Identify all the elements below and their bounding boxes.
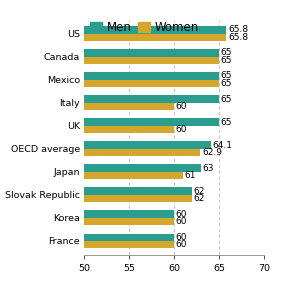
Text: 65: 65 xyxy=(221,72,232,80)
Bar xyxy=(84,26,226,34)
Bar xyxy=(84,241,174,248)
Bar xyxy=(84,49,219,57)
Text: 65: 65 xyxy=(221,56,232,65)
Bar xyxy=(84,57,219,64)
Text: 64.1: 64.1 xyxy=(213,141,233,150)
Legend: Men, Women: Men, Women xyxy=(90,21,199,34)
Bar xyxy=(84,142,211,149)
Bar xyxy=(84,118,219,126)
Text: 62: 62 xyxy=(194,194,205,203)
Bar xyxy=(84,211,174,218)
Bar xyxy=(84,172,183,179)
Bar xyxy=(84,233,174,241)
Bar xyxy=(84,34,226,41)
Bar xyxy=(84,187,192,195)
Bar xyxy=(84,164,201,172)
Bar xyxy=(84,149,200,156)
Bar xyxy=(84,195,192,202)
Bar xyxy=(84,218,174,225)
Text: 60: 60 xyxy=(176,102,187,111)
Text: 65: 65 xyxy=(221,95,232,104)
Text: 60: 60 xyxy=(176,233,187,242)
Text: 60: 60 xyxy=(176,217,187,226)
Text: 65: 65 xyxy=(221,48,232,57)
Text: 60: 60 xyxy=(176,240,187,249)
Text: 65: 65 xyxy=(221,79,232,88)
Text: 62: 62 xyxy=(194,187,205,196)
Text: 63: 63 xyxy=(203,164,214,173)
Bar xyxy=(84,72,219,80)
Bar xyxy=(84,80,219,87)
Text: 65.8: 65.8 xyxy=(228,33,248,42)
Text: 65: 65 xyxy=(221,117,232,127)
Text: 65.8: 65.8 xyxy=(228,25,248,35)
Text: 60: 60 xyxy=(176,125,187,134)
Bar xyxy=(84,126,174,133)
Text: 60: 60 xyxy=(176,210,187,219)
Bar xyxy=(84,95,219,103)
Text: 61: 61 xyxy=(185,171,196,180)
Bar xyxy=(84,103,174,110)
Text: 62.9: 62.9 xyxy=(202,148,222,157)
